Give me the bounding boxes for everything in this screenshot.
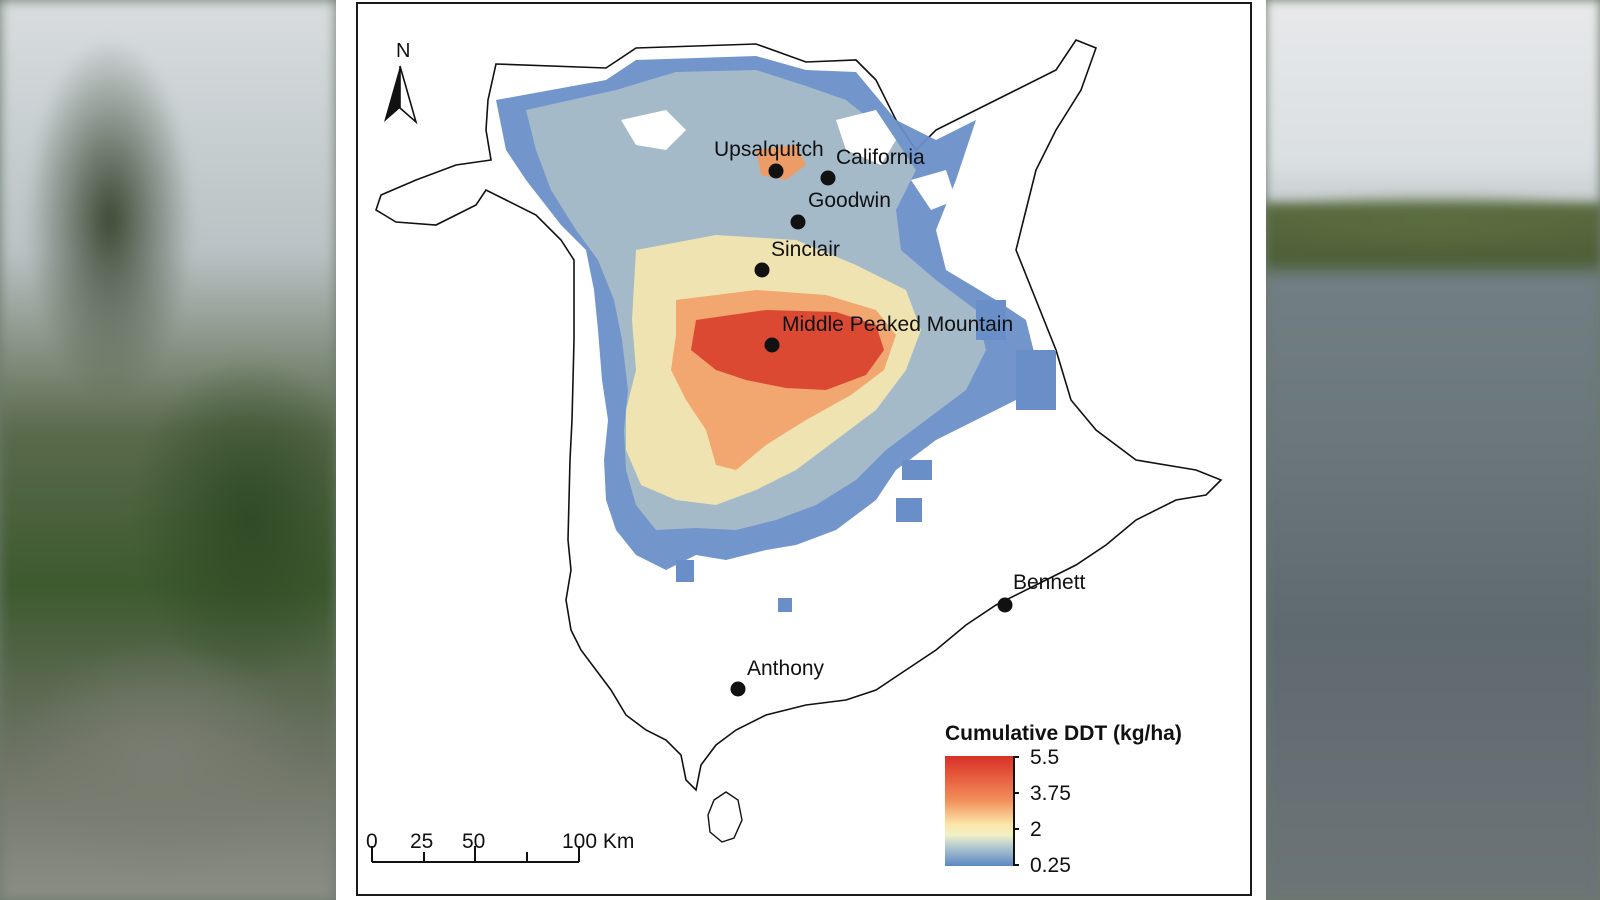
legend-value-mid: 2 <box>1030 818 1042 841</box>
lake-gap-1 <box>621 110 686 150</box>
legend-value-max: 5.5 <box>1030 746 1060 769</box>
site-label-sinclair: Sinclair <box>771 238 840 261</box>
site-marker-california[interactable] <box>820 170 836 186</box>
scale-label-100km: 100 Km <box>562 830 635 853</box>
background-photo-left <box>0 0 336 900</box>
legend-value-min: 0.25 <box>1030 854 1071 877</box>
legend-tick <box>1013 756 1019 758</box>
scale-label-0: 0 <box>366 830 378 853</box>
legend-tick <box>1013 792 1019 794</box>
site-label-california: California <box>836 146 925 169</box>
site-label-goodwin: Goodwin <box>808 189 891 212</box>
ddt-north-patch <box>756 145 806 180</box>
site-label-middle-peaked-mountain: Middle Peaked Mountain <box>782 313 1014 336</box>
north-label: N <box>396 40 411 62</box>
scale-label-50: 50 <box>462 830 486 853</box>
lake-gap-2 <box>836 110 896 165</box>
ddt-block <box>976 300 1006 340</box>
legend-axis <box>1013 756 1015 866</box>
site-marker-anthony[interactable] <box>730 681 746 697</box>
site-label-anthony: Anthony <box>747 657 825 680</box>
ddt-block <box>778 598 792 612</box>
ddt-high-region <box>691 310 884 390</box>
site-marker-sinclair[interactable] <box>754 262 770 278</box>
lake-gap-3 <box>911 170 956 210</box>
ddt-block <box>896 498 922 522</box>
ddt-block <box>902 460 932 480</box>
site-marker-goodwin[interactable] <box>790 214 806 230</box>
ddt-block <box>676 560 694 582</box>
map-panel: N Upsalquitch California Goodwin Sinclai… <box>336 0 1266 900</box>
legend-color-ramp <box>945 756 1013 866</box>
site-label-upsalquitch: Upsalquitch <box>714 138 824 161</box>
site-marker-bennett[interactable] <box>997 597 1013 613</box>
legend-title: Cumulative DDT (kg/ha) <box>945 722 1182 745</box>
north-arrow-icon <box>384 65 418 125</box>
legend-value-high: 3.75 <box>1030 782 1071 805</box>
legend-tick <box>1013 828 1019 830</box>
site-marker-middle-peaked-mountain[interactable] <box>764 337 780 353</box>
legend-tick <box>1013 864 1019 866</box>
scale-bar <box>371 846 580 863</box>
site-label-bennett: Bennett <box>1013 571 1086 594</box>
ddt-block <box>1016 350 1056 410</box>
background-photo-right <box>1266 0 1600 900</box>
island-outline <box>707 791 743 843</box>
scale-label-25: 25 <box>410 830 434 853</box>
site-marker-upsalquitch[interactable] <box>768 163 784 179</box>
map-graphic <box>371 39 1223 863</box>
